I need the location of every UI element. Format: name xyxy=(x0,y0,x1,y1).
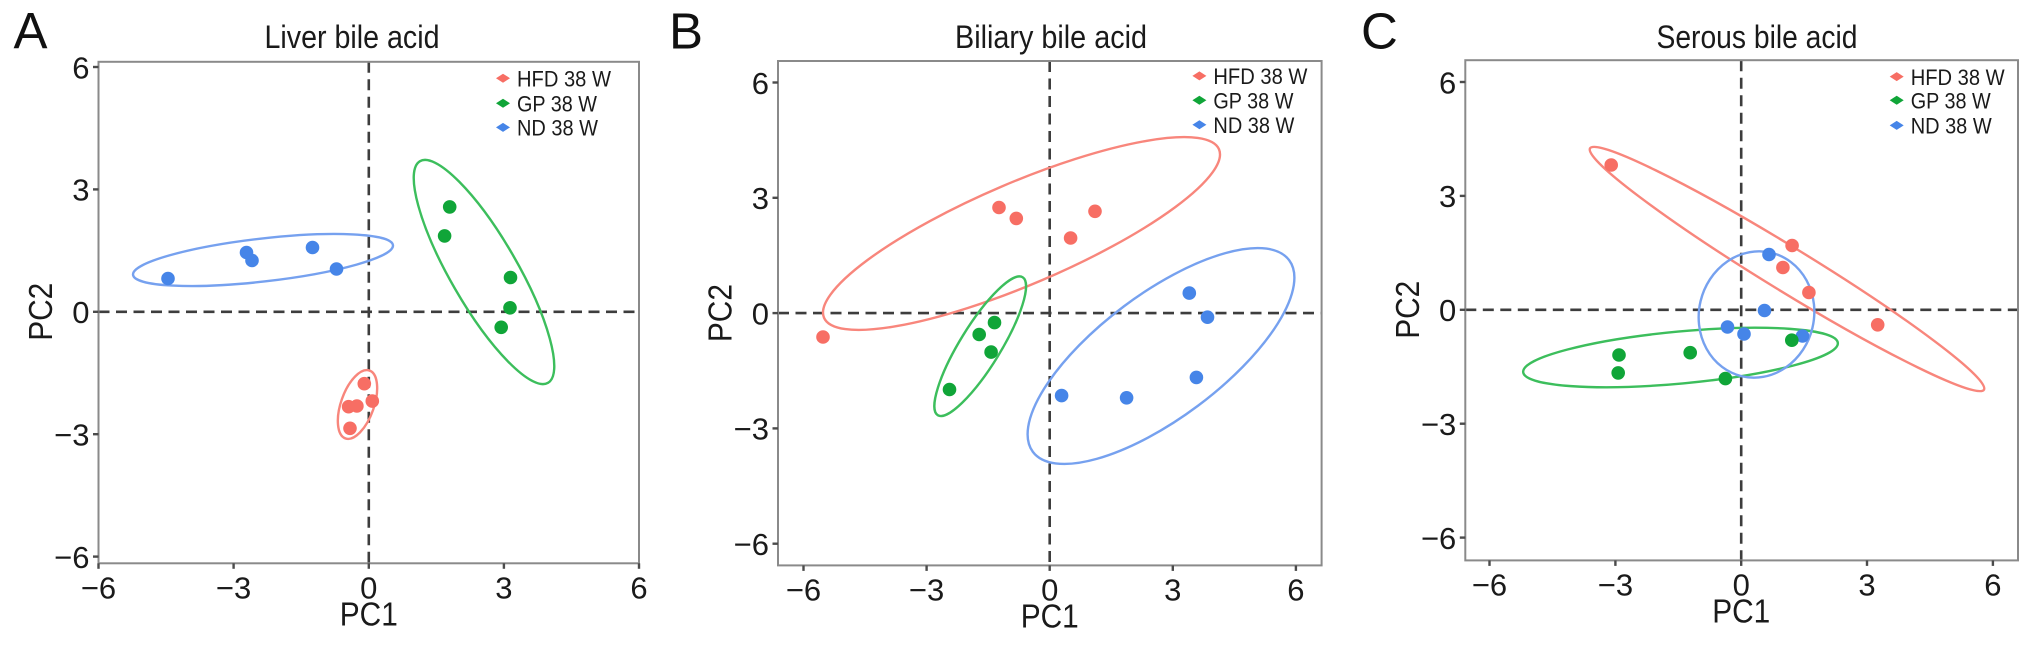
svg-text:6: 6 xyxy=(72,50,89,85)
svg-text:−6: −6 xyxy=(81,570,116,605)
svg-text:B: B xyxy=(669,3,703,60)
svg-text:Serous bile acid: Serous bile acid xyxy=(1657,19,1858,55)
svg-text:HFD 38 W: HFD 38 W xyxy=(517,66,612,91)
svg-text:PC2: PC2 xyxy=(1389,281,1426,339)
svg-text:3: 3 xyxy=(1439,179,1456,214)
svg-text:3: 3 xyxy=(72,173,89,208)
svg-text:A: A xyxy=(14,3,48,60)
svg-text:GP 38 W: GP 38 W xyxy=(517,92,598,117)
svg-text:−6: −6 xyxy=(786,572,821,607)
svg-text:ND 38 W: ND 38 W xyxy=(1213,113,1295,138)
svg-text:HFD 38 W: HFD 38 W xyxy=(1213,64,1308,89)
svg-text:−3: −3 xyxy=(909,572,944,607)
svg-text:−3: −3 xyxy=(1598,567,1633,602)
svg-text:−6: −6 xyxy=(1472,567,1507,602)
svg-text:0: 0 xyxy=(1439,293,1456,328)
svg-text:3: 3 xyxy=(495,570,512,605)
svg-text:6: 6 xyxy=(752,66,769,101)
svg-text:0: 0 xyxy=(752,296,769,331)
svg-text:0: 0 xyxy=(1733,567,1750,602)
svg-text:ND 38 W: ND 38 W xyxy=(517,116,599,141)
svg-text:Biliary bile acid: Biliary bile acid xyxy=(955,19,1147,55)
svg-text:0: 0 xyxy=(1041,572,1058,607)
svg-text:6: 6 xyxy=(1287,572,1304,607)
svg-text:3: 3 xyxy=(752,181,769,216)
svg-text:6: 6 xyxy=(1984,567,2001,602)
svg-text:−3: −3 xyxy=(734,412,769,447)
svg-text:0: 0 xyxy=(72,295,89,330)
svg-text:−3: −3 xyxy=(1421,407,1456,442)
svg-text:ND 38 W: ND 38 W xyxy=(1911,114,1993,139)
svg-text:6: 6 xyxy=(1439,65,1456,100)
svg-text:C: C xyxy=(1361,3,1398,60)
svg-text:GP 38 W: GP 38 W xyxy=(1213,89,1294,114)
svg-text:−3: −3 xyxy=(216,570,251,605)
svg-text:PC1: PC1 xyxy=(1021,597,1079,634)
svg-text:PC1: PC1 xyxy=(340,595,398,632)
svg-text:3: 3 xyxy=(1164,572,1181,607)
svg-text:Liver bile acid: Liver bile acid xyxy=(265,19,440,55)
svg-text:PC2: PC2 xyxy=(702,284,739,342)
svg-text:6: 6 xyxy=(630,570,647,605)
svg-text:0: 0 xyxy=(360,570,377,605)
svg-text:−6: −6 xyxy=(54,540,89,575)
svg-text:HFD 38 W: HFD 38 W xyxy=(1911,65,2006,90)
svg-text:−6: −6 xyxy=(734,527,769,562)
svg-text:3: 3 xyxy=(1858,567,1875,602)
svg-text:GP 38 W: GP 38 W xyxy=(1911,89,1992,114)
svg-text:−6: −6 xyxy=(1421,521,1456,556)
svg-text:−3: −3 xyxy=(54,418,89,453)
svg-text:PC2: PC2 xyxy=(22,283,59,341)
svg-text:PC1: PC1 xyxy=(1712,592,1770,629)
